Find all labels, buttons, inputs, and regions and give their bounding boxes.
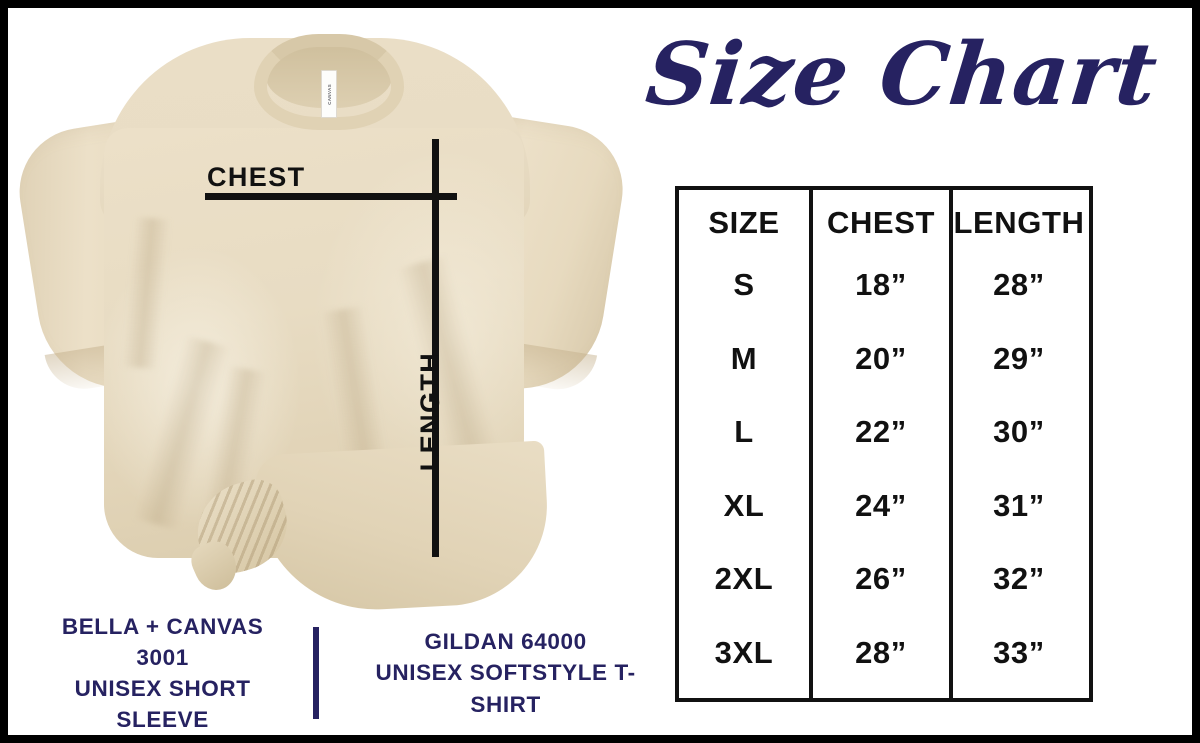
tshirt-hem-drape xyxy=(254,440,552,616)
column-header-length: LENGTH xyxy=(953,204,1085,240)
brand-note-bella-canvas: BELLA + CANVAS 3001 UNISEX SHORT SLEEVE xyxy=(34,611,291,735)
brand-divider xyxy=(313,627,320,719)
column-header-chest: CHEST xyxy=(826,204,936,240)
table-cell-chest: 24” xyxy=(855,487,907,523)
table-cell-chest: 26” xyxy=(855,561,907,597)
table-column-chest: CHEST 18” 20” 22” 24” 26” 28” xyxy=(813,190,953,698)
table-cell-size: 3XL xyxy=(714,634,774,670)
table-cell-size: M xyxy=(730,340,758,376)
tshirt-image: CANVAS CHEST LENGTH xyxy=(8,8,648,618)
table-cell-chest: 22” xyxy=(855,414,907,450)
tshirt-illustration-panel: CANVAS CHEST LENGTH xyxy=(8,8,648,618)
brand-note-gildan: GILDAN 64000 UNISEX SOFTSTYLE T-SHIRT xyxy=(347,626,664,719)
table-cell-chest: 18” xyxy=(855,267,907,303)
table-column-size: SIZE S M L XL 2XL 3XL xyxy=(679,190,813,698)
column-header-size: SIZE xyxy=(708,204,780,240)
table-cell-size: 2XL xyxy=(714,561,774,597)
table-cell-length: 28” xyxy=(993,267,1045,303)
table-cell-length: 30” xyxy=(993,414,1045,450)
brand-left-line1: BELLA + CANVAS 3001 xyxy=(61,613,264,670)
chart-canvas: CANVAS CHEST LENGTH BELLA + CANVAS 3001 … xyxy=(8,8,1192,735)
table-cell-size: L xyxy=(734,414,754,450)
table-cell-chest: 28” xyxy=(855,634,907,670)
table-cell-length: 31” xyxy=(993,487,1045,523)
table-cell-chest: 20” xyxy=(855,340,907,376)
brand-left-line2: UNISEX SHORT SLEEVE xyxy=(74,676,251,733)
table-cell-length: 33” xyxy=(993,634,1045,670)
brand-right-line2: UNISEX SOFTSTYLE T-SHIRT xyxy=(375,660,636,717)
table-cell-size: S xyxy=(733,267,755,303)
brand-notes: BELLA + CANVAS 3001 UNISEX SHORT SLEEVE … xyxy=(34,614,664,732)
size-chart-table: SIZE S M L XL 2XL 3XL CHEST 18” 20” 22” … xyxy=(675,186,1093,702)
page-title: Size Chart xyxy=(641,24,1163,125)
brand-right-line1: GILDAN 64000 xyxy=(424,629,587,655)
table-cell-size: XL xyxy=(723,487,765,523)
neck-label-text: CANVAS xyxy=(326,83,332,105)
table-cell-length: 32” xyxy=(993,561,1045,597)
table-column-length: LENGTH 28” 29” 30” 31” 32” 33” xyxy=(953,190,1085,698)
size-chart-panel: Size Chart SIZE S M L XL 2XL 3XL CHEST 1… xyxy=(642,8,1192,735)
neck-label-tag: CANVAS xyxy=(321,70,337,118)
table-cell-length: 29” xyxy=(993,340,1045,376)
